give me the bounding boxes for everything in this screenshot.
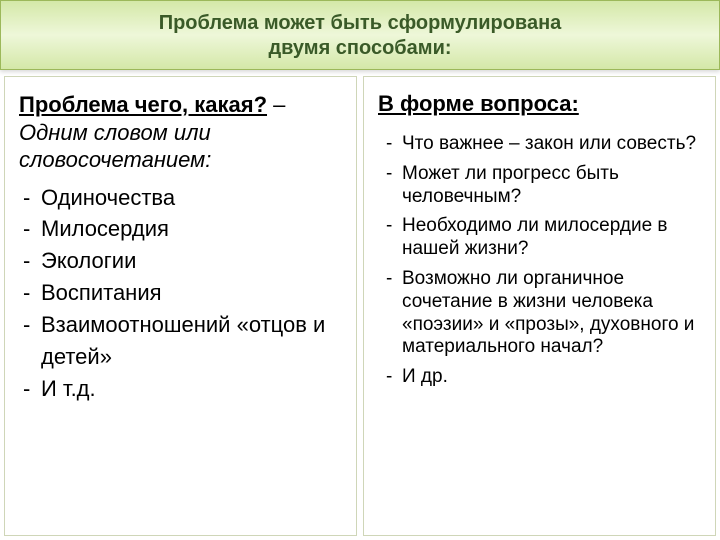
left-lead-connector: –	[267, 92, 285, 117]
slide-header: Проблема может быть сформулирована двумя…	[0, 0, 720, 70]
list-item: Одиночества	[23, 182, 342, 214]
left-list: Одиночества Милосердия Экологии Воспитан…	[19, 182, 342, 405]
list-item: Может ли прогресс быть человечным?	[382, 163, 701, 209]
header-line-1: Проблема может быть сформулирована	[1, 11, 719, 36]
list-item: Воспитания	[23, 277, 342, 309]
slide: Проблема может быть сформулирована двумя…	[0, 0, 720, 540]
list-item: Милосердия	[23, 213, 342, 245]
left-column: Проблема чего, какая? – Одним словом или…	[4, 76, 357, 536]
right-lead: В форме вопроса:	[378, 91, 701, 117]
right-column: В форме вопроса: Что важнее – закон или …	[363, 76, 716, 536]
list-item: Экологии	[23, 245, 342, 277]
left-lead: Проблема чего, какая? – Одним словом или…	[19, 91, 342, 174]
left-lead-italic: Одним словом или словосочетанием:	[19, 120, 211, 173]
columns-container: Проблема чего, какая? – Одним словом или…	[0, 70, 720, 536]
list-item: И др.	[382, 366, 701, 389]
list-item: Взаимоотношений «отцов и детей»	[23, 309, 342, 373]
list-item: Что важнее – закон или совесть?	[382, 133, 701, 156]
right-list: Что важнее – закон или совесть? Может ли…	[378, 133, 701, 389]
header-line-2: двумя способами:	[1, 36, 719, 61]
left-lead-underline: Проблема чего, какая?	[19, 92, 267, 117]
list-item: Необходимо ли милосердие в нашей жизни?	[382, 215, 701, 261]
list-item: И т.д.	[23, 373, 342, 405]
list-item: Возможно ли органичное сочетание в жизни…	[382, 268, 701, 359]
